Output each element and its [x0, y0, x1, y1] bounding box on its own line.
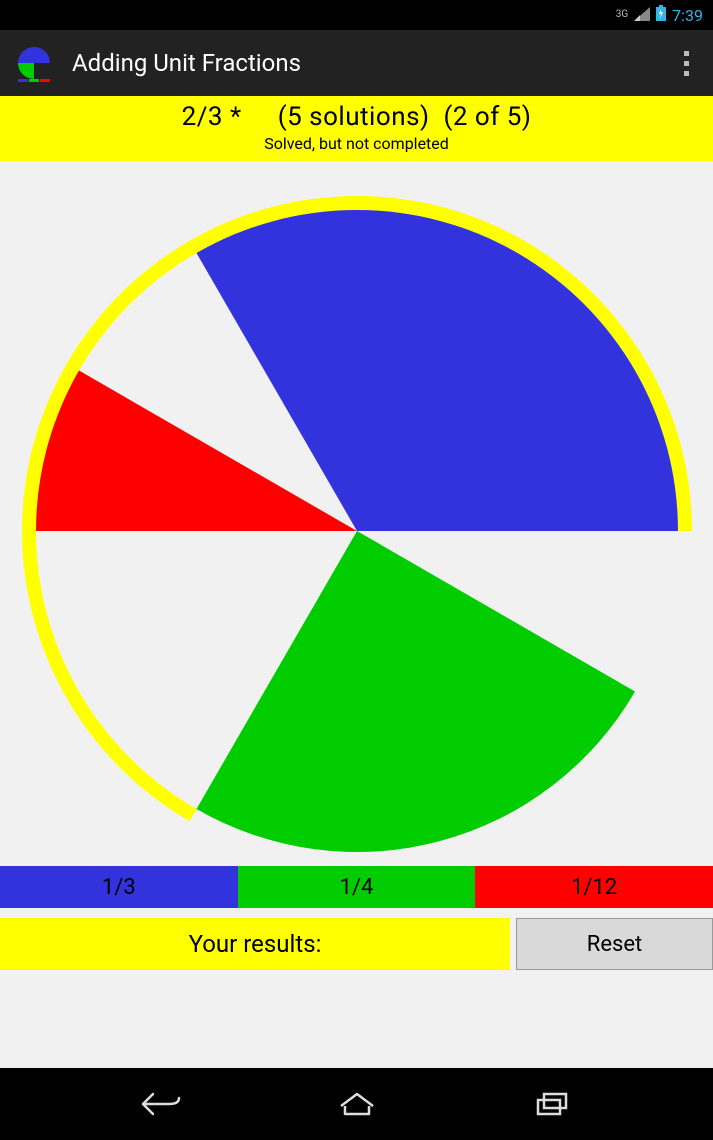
chart-area — [0, 161, 713, 866]
target-fraction: 2/3 * — [182, 102, 242, 132]
overflow-menu-button[interactable] — [673, 43, 699, 83]
home-button[interactable] — [322, 1084, 392, 1124]
signal-icon — [634, 6, 650, 25]
nav-bar — [0, 1068, 713, 1140]
fraction-cell-1[interactable]: 1/3 — [0, 866, 238, 908]
fraction-cell-2[interactable]: 1/4 — [238, 866, 476, 908]
fraction-cell-3[interactable]: 1/12 — [475, 866, 713, 908]
status-time: 7:39 — [672, 6, 703, 25]
progress-count: (2 of 5) — [443, 102, 531, 132]
results-wrap: Your results: Reset — [0, 908, 713, 970]
back-button[interactable] — [126, 1084, 196, 1124]
puzzle-header-line1: 2/3 * (5 solutions) (2 of 5) — [0, 102, 713, 132]
battery-icon — [656, 5, 666, 25]
puzzle-subtext: Solved, but not completed — [0, 134, 713, 153]
pie-slice-2 — [196, 531, 634, 852]
bottom-space — [0, 970, 713, 1068]
results-row: Your results: Reset — [0, 918, 713, 970]
puzzle-header: 2/3 * (5 solutions) (2 of 5) Solved, but … — [0, 96, 713, 161]
fractions-row: 1/3 1/4 1/12 — [0, 866, 713, 908]
solutions-count: (5 solutions) — [278, 102, 430, 132]
status-bar: 3G 7:39 — [0, 0, 713, 30]
pie-chart — [7, 181, 707, 866]
results-label: Your results: — [0, 918, 510, 970]
recents-button[interactable] — [517, 1084, 587, 1124]
action-bar: Adding Unit Fractions — [0, 30, 713, 96]
app-title: Adding Unit Fractions — [72, 49, 655, 77]
app-icon — [14, 43, 54, 83]
network-label: 3G — [616, 10, 628, 20]
reset-button[interactable]: Reset — [516, 918, 713, 970]
